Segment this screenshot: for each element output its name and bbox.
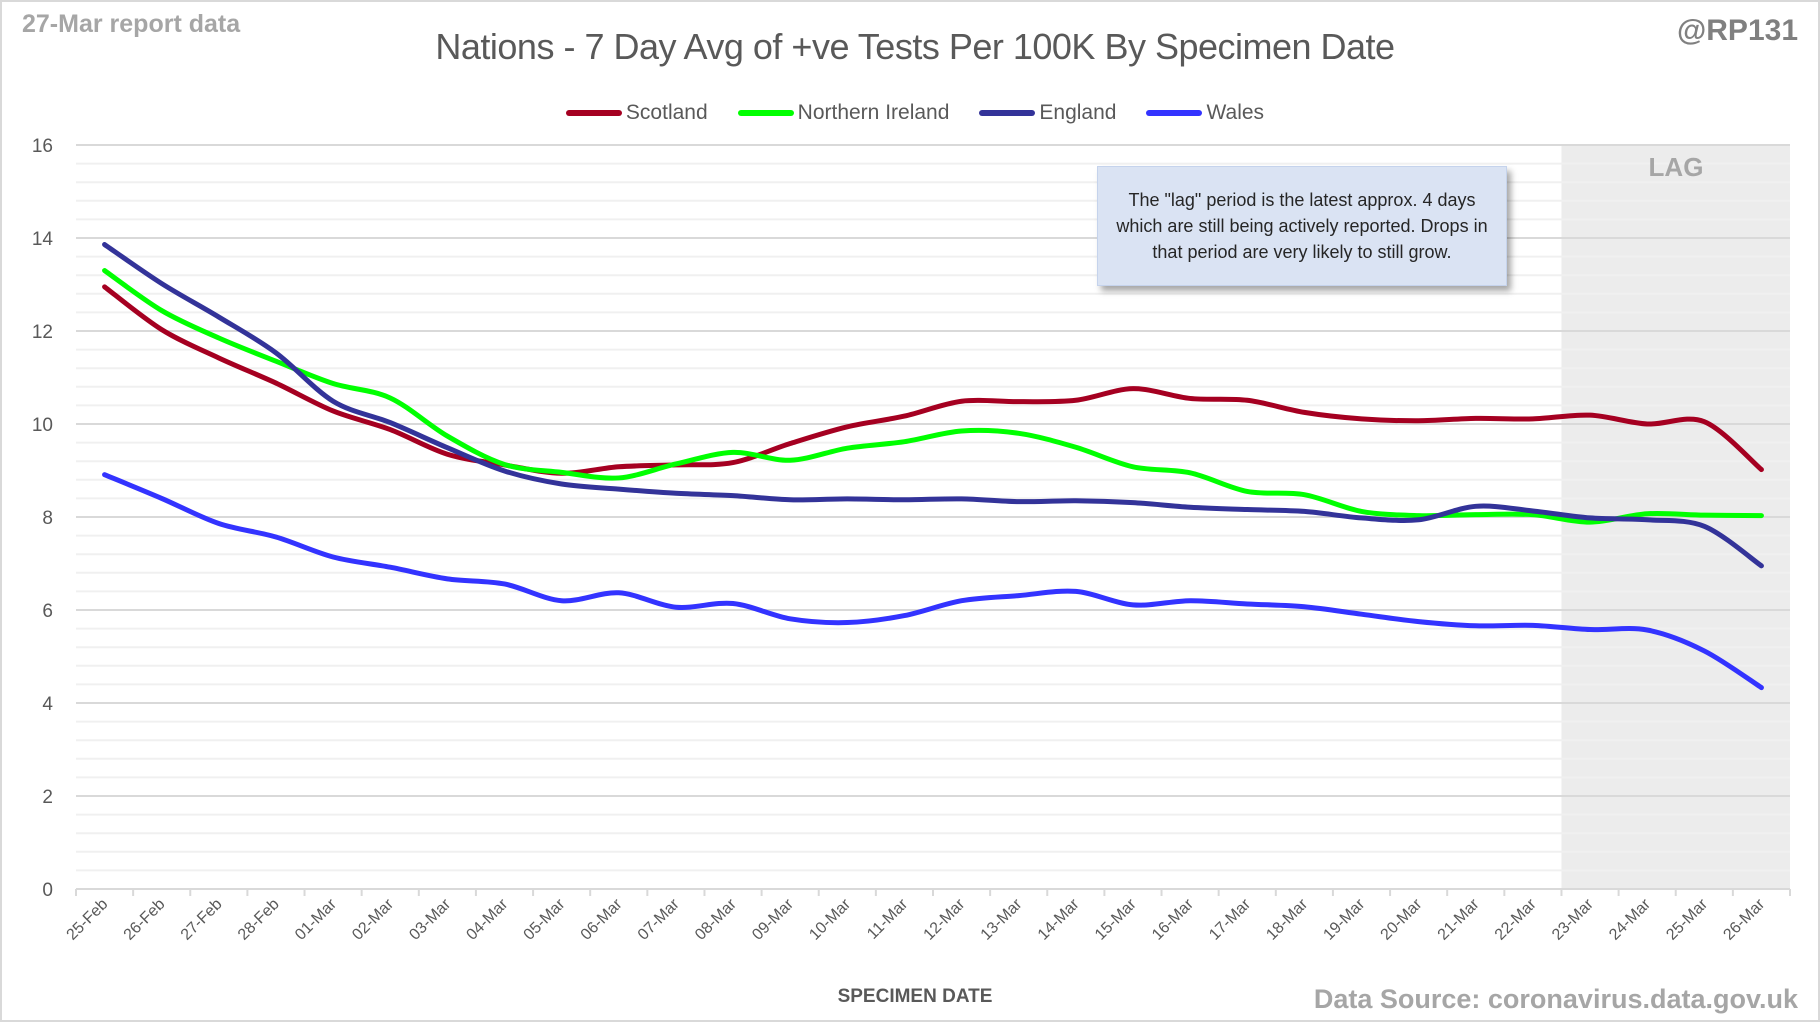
legend-item-northern-ireland: Northern Ireland (737, 101, 950, 125)
series-line-northern-ireland (102, 268, 1764, 525)
legend-item-wales: Wales (1146, 101, 1264, 125)
x-tick-label: 10-Mar (806, 895, 854, 943)
legend-label-northern-ireland: Northern Ireland (797, 101, 950, 124)
x-tick-label: 26-Feb (121, 896, 169, 944)
legend-swatch-england (979, 110, 1036, 116)
lag-annotation-box: The "lag" period is the latest approx. 4… (1097, 166, 1507, 286)
x-tick-label: 05-Mar (521, 895, 569, 943)
x-tick-label: 20-Mar (1378, 895, 1426, 943)
x-tick-label: 03-Mar (406, 895, 454, 943)
series-lines (102, 242, 1764, 691)
lag-annotation-text: The "lag" period is the latest approx. 4… (1116, 190, 1488, 262)
lag-label: LAG (1648, 152, 1704, 182)
legend-swatch-scotland (565, 110, 622, 116)
x-tick-label: 26-Mar (1720, 895, 1768, 943)
legend-swatch-northern-ireland (737, 110, 794, 116)
x-tick-label: 25-Feb (64, 896, 112, 944)
y-tick-label: 6 (42, 601, 53, 622)
series-line-scotland (102, 284, 1764, 476)
y-tick-label: 8 (42, 508, 53, 529)
x-tick-label: 14-Mar (1035, 895, 1083, 943)
series-line-england (102, 242, 1764, 569)
x-tick-label: 12-Mar (921, 895, 969, 943)
legend: Scotland Northern Ireland England Wales (0, 101, 1820, 125)
x-tick-label: 27-Feb (178, 896, 226, 944)
x-tick-label: 04-Mar (463, 895, 511, 943)
y-tick-label: 2 (42, 787, 53, 808)
x-tick-label: 01-Mar (292, 895, 340, 943)
legend-item-scotland: Scotland (565, 101, 708, 125)
y-tick-label: 10 (32, 415, 53, 436)
y-tick-label: 16 (32, 136, 53, 157)
x-tick-label: 18-Mar (1263, 895, 1311, 943)
x-tick-label: 13-Mar (978, 895, 1026, 943)
chart-title: Nations - 7 Day Avg of +ve Tests Per 100… (435, 26, 1395, 67)
legend-item-england: England (979, 101, 1116, 125)
x-tick-label: 23-Mar (1549, 895, 1597, 943)
gridlines (76, 144, 1790, 872)
y-tick-label: 12 (32, 322, 53, 343)
x-tick-label: 08-Mar (692, 895, 740, 943)
report-date-label: 27-Mar report data (22, 10, 241, 38)
x-tick-label: 07-Mar (635, 895, 683, 943)
y-tick-label: 0 (42, 880, 53, 901)
legend-swatch-wales (1146, 110, 1203, 116)
x-tick-label: 16-Mar (1149, 895, 1197, 943)
x-tick-label: 22-Mar (1492, 895, 1540, 943)
legend-label-england: England (1039, 101, 1117, 124)
x-tick-label: 17-Mar (1206, 895, 1254, 943)
x-tick-label: 28-Feb (235, 896, 283, 944)
x-tick-label: 19-Mar (1320, 895, 1368, 943)
author-handle: @RP131 (1677, 14, 1798, 47)
x-tick-label: 06-Mar (578, 895, 626, 943)
data-source-label: Data Source: coronavirus.data.gov.uk (1313, 984, 1798, 1014)
series-line-wales (102, 472, 1764, 691)
x-tick-label: 11-Mar (864, 895, 911, 942)
x-tick-label: 25-Mar (1663, 895, 1711, 943)
y-tick-label: 4 (42, 694, 53, 715)
x-tick-label: 21-Mar (1435, 895, 1483, 943)
legend-label-scotland: Scotland (625, 101, 708, 124)
x-tick-label: 09-Mar (749, 895, 797, 943)
x-tick-label: 02-Mar (349, 895, 397, 943)
x-tick-label: 15-Mar (1092, 895, 1140, 943)
y-tick-label: 14 (32, 229, 54, 250)
legend-label-wales: Wales (1206, 101, 1265, 124)
x-tick-label: 24-Mar (1606, 895, 1654, 943)
x-axis-title: SPECIMEN DATE (837, 986, 993, 1007)
